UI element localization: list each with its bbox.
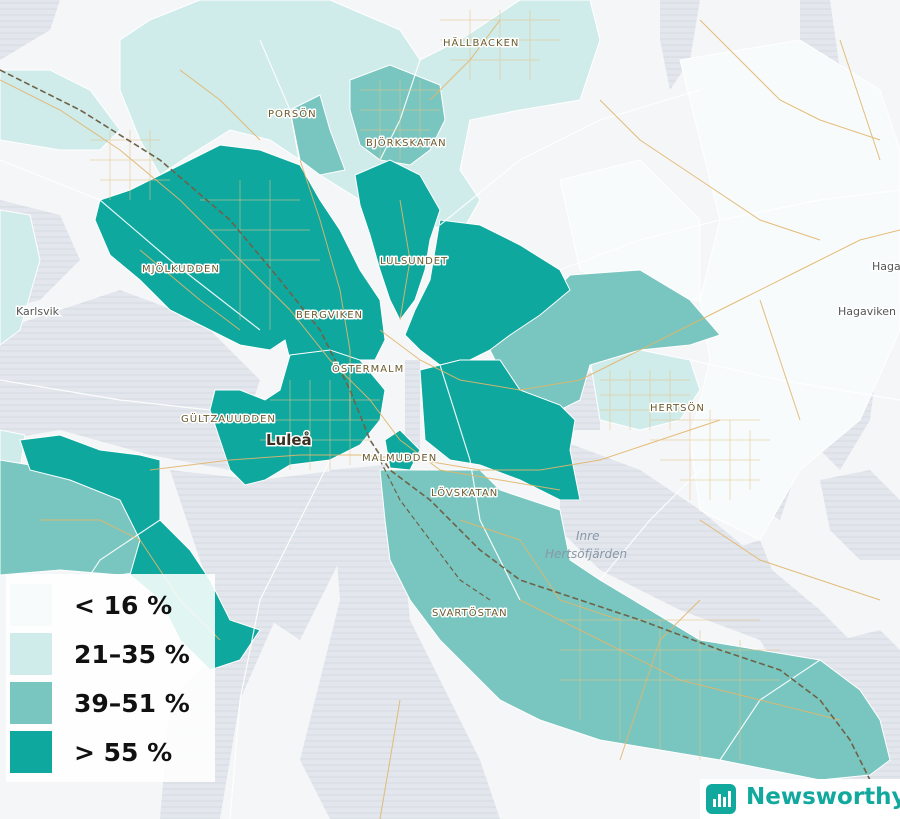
railway xyxy=(0,69,871,781)
label-hagaviken: Hagaviken xyxy=(838,305,896,318)
region-class-1 xyxy=(559,39,900,541)
label-ostermalm: ÖSTERMALM xyxy=(332,362,404,375)
label-mjolkudden: MJÖLKUDDEN xyxy=(142,262,220,275)
label-bjorkskatan: BJÖRKSKATAN xyxy=(366,136,447,149)
label-lulea: Luleå xyxy=(266,431,312,449)
legend-label-1: < 16 % xyxy=(74,591,173,620)
label-hertson: HERTSÖN xyxy=(650,401,705,414)
legend-label-2: 21–35 % xyxy=(74,640,190,669)
label-hertsofjarden: Hertsöfjärden xyxy=(545,547,627,561)
legend-item-2: 21–35 % xyxy=(10,633,210,675)
chart-bubble-icon xyxy=(706,784,736,814)
label-karlsvik: Karlsvik xyxy=(16,305,60,318)
label-gultzauudden: GÜLTZAUUDDEN xyxy=(181,412,276,425)
label-hallbacken: HÄLLBACKEN xyxy=(443,36,519,49)
street-grid xyxy=(90,10,780,760)
brand-logo: Newsworthy xyxy=(700,779,900,819)
legend-label-4: > 55 % xyxy=(74,738,173,767)
legend-swatch-1 xyxy=(10,584,52,626)
legend-label-3: 39–51 % xyxy=(74,689,190,718)
legend-swatch-2 xyxy=(10,633,52,675)
label-lulsundet: LULSUNDET xyxy=(380,256,448,267)
label-bergviken: BERGVIKEN xyxy=(296,310,363,321)
label-inre: Inre xyxy=(576,529,599,543)
legend-item-1: < 16 % xyxy=(10,584,210,626)
label-malmudden: MALMUDDEN xyxy=(362,453,437,464)
map-legend: < 16 % 21–35 % 39–51 % > 55 % xyxy=(6,574,215,782)
brand-name: Newsworthy xyxy=(746,784,900,810)
legend-swatch-4 xyxy=(10,731,52,773)
label-svartostan: SVARTÖSTAN xyxy=(432,606,508,619)
label-haga: Haga xyxy=(872,260,900,273)
place-labels: HÄLLBACKEN PORSÖN BJÖRKSKATAN MJÖLKUDDEN… xyxy=(15,35,900,621)
legend-item-3: 39–51 % xyxy=(10,682,210,724)
label-porson: PORSÖN xyxy=(268,107,317,120)
legend-item-4: > 55 % xyxy=(10,731,210,773)
label-lovskatan: LÖVSKATAN xyxy=(431,486,498,499)
legend-swatch-3 xyxy=(10,682,52,724)
